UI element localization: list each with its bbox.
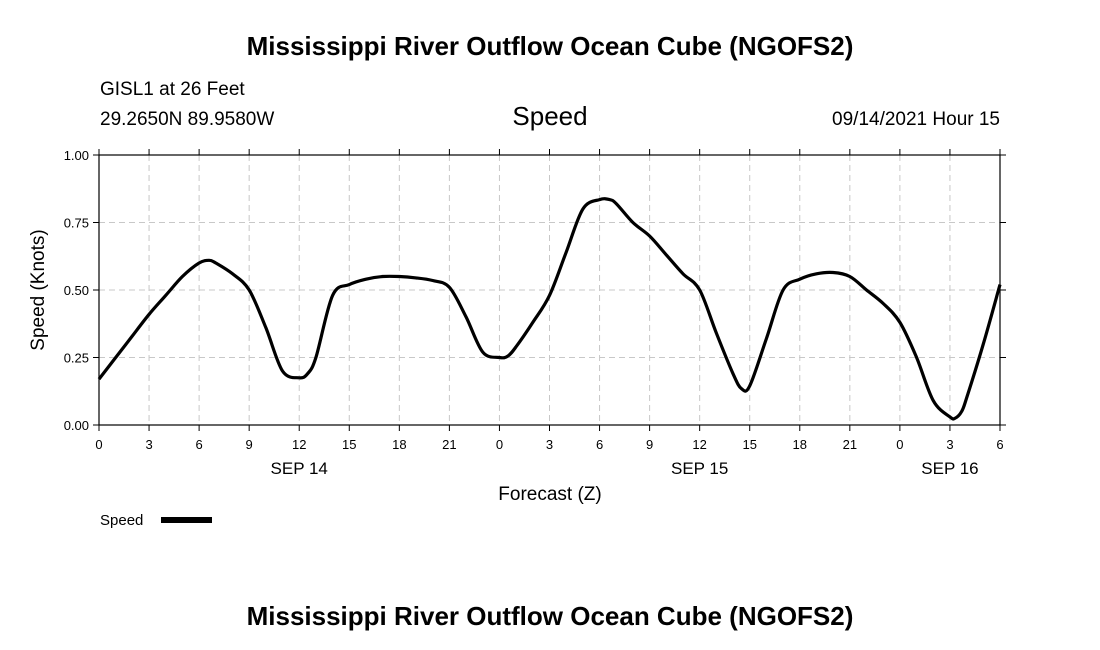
y-tick-label: 0.50: [64, 283, 89, 298]
x-tick-label: 3: [546, 437, 553, 452]
date-label: SEP 14: [271, 459, 328, 478]
date-label: SEP 16: [921, 459, 978, 478]
x-tick-label: 9: [646, 437, 653, 452]
x-tick-label: 18: [793, 437, 807, 452]
x-tick-label: 12: [292, 437, 306, 452]
x-tick-label: 0: [496, 437, 503, 452]
y-tick-label: 0.25: [64, 351, 89, 366]
x-tick-label: 3: [946, 437, 953, 452]
x-tick-label: 6: [195, 437, 202, 452]
y-axis-label: Speed (Knots): [28, 229, 49, 350]
legend-label: Speed: [100, 512, 143, 529]
x-tick-label: 21: [843, 437, 857, 452]
x-tick-label: 6: [596, 437, 603, 452]
y-tick-label: 0.00: [64, 418, 89, 433]
x-tick-label: 6: [996, 437, 1003, 452]
y-tick-label: 1.00: [64, 148, 89, 163]
chart-main-title: Mississippi River Outflow Ocean Cube (NG…: [247, 31, 854, 61]
x-tick-label: 15: [742, 437, 756, 452]
x-tick-label: 12: [692, 437, 706, 452]
x-axis-label: Forecast (Z): [498, 484, 601, 505]
axis-ticks: 0 3 6 9 12 15 18 21 0 3 6 9 12 15 18 21 0 3 6 0.00 0.25 0.50 0…: [64, 148, 1006, 478]
chart-footer-title: Mississippi River Outflow Ocean Cube (NG…: [247, 601, 854, 631]
x-tick-label: 15: [342, 437, 356, 452]
x-tick-label: 18: [392, 437, 406, 452]
station-coordinates: 29.2650N 89.9580W: [100, 109, 274, 130]
x-tick-label: 9: [246, 437, 253, 452]
date-label: SEP 15: [671, 459, 728, 478]
x-tick-label: 3: [145, 437, 152, 452]
y-tick-label: 0.75: [64, 216, 89, 231]
forecast-datetime: 09/14/2021 Hour 15: [832, 109, 1000, 130]
station-label: GISL1 at 26 Feet: [100, 79, 245, 100]
x-tick-label: 0: [896, 437, 903, 452]
x-tick-label: 21: [442, 437, 456, 452]
speed-series-line: [97, 197, 1002, 421]
x-tick-label: 0: [95, 437, 102, 452]
variable-title: Speed: [512, 101, 587, 131]
